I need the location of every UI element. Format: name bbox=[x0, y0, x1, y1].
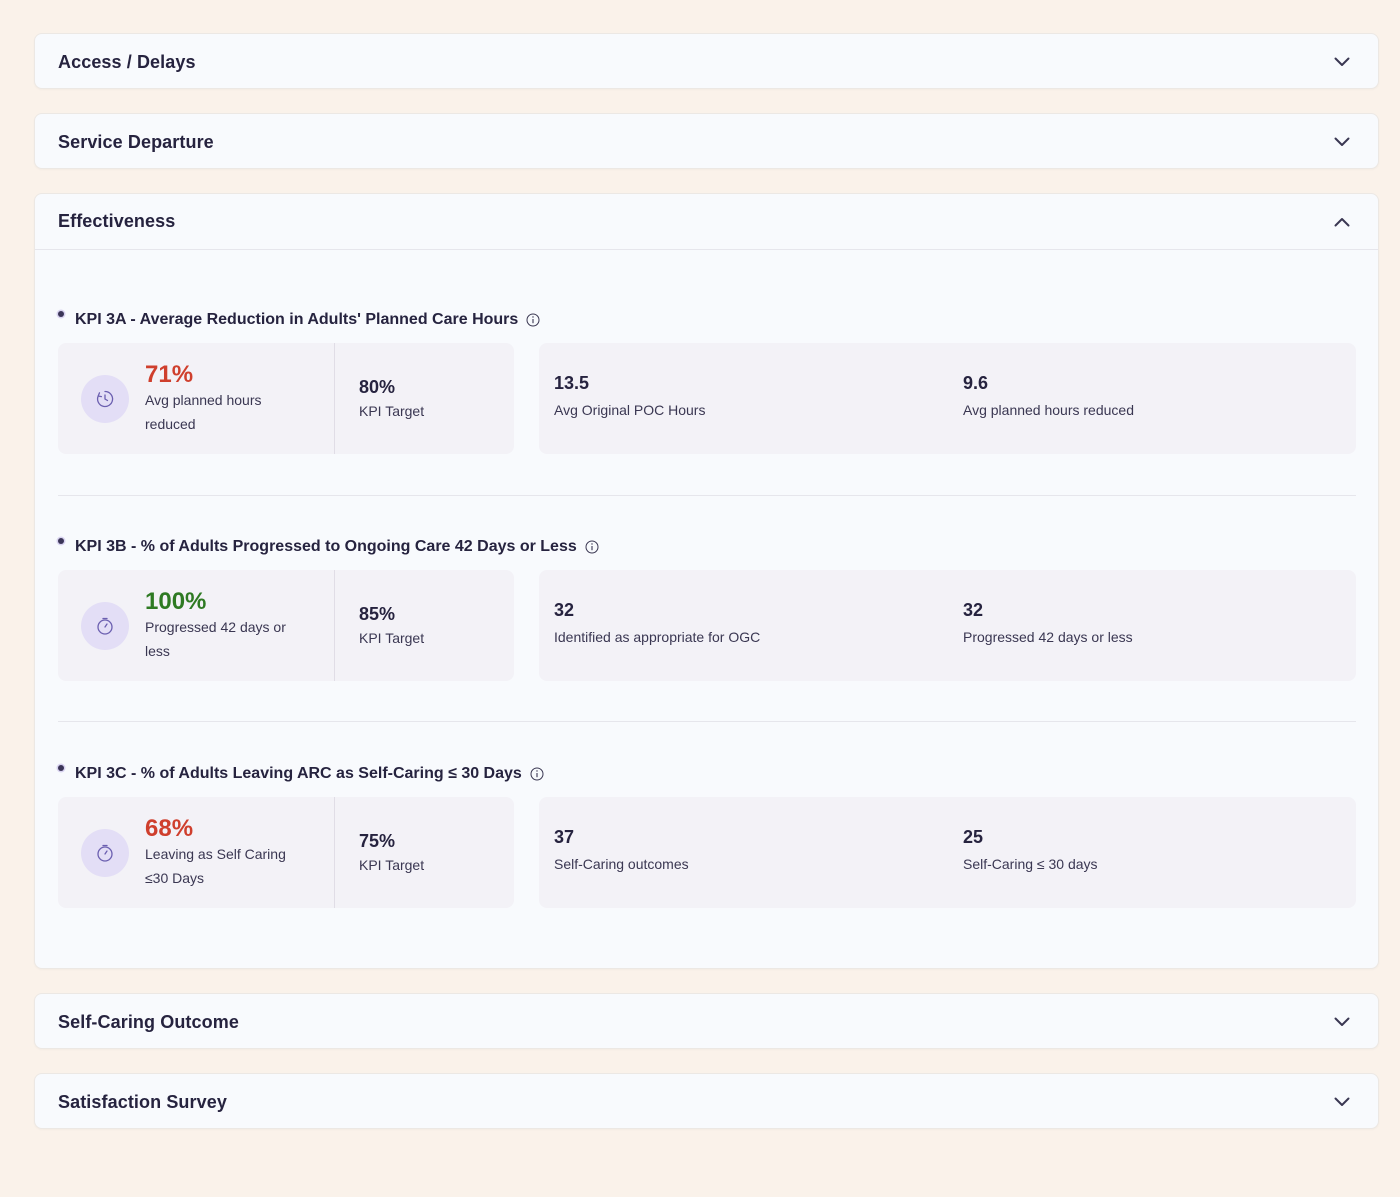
kpi-heading: KPI 3B - % of Adults Progressed to Ongoi… bbox=[58, 535, 599, 559]
section-divider bbox=[58, 721, 1356, 722]
stat-value: 37 bbox=[554, 827, 575, 847]
stat-item: 37 Self-Caring outcomes bbox=[554, 825, 689, 876]
kpi-target-value: 75% bbox=[359, 830, 396, 851]
stat-label: Avg Original POC Hours bbox=[554, 402, 706, 418]
kpi-value: 100% bbox=[145, 587, 207, 615]
bullet-dot bbox=[58, 765, 64, 771]
stat-value: 9.6 bbox=[963, 373, 989, 393]
stat-label: Identified as appropriate for OGC bbox=[554, 629, 761, 645]
kpi-value-label: Avg planned hours reduced bbox=[145, 391, 262, 432]
chevron-down-icon[interactable] bbox=[1332, 1092, 1352, 1112]
kpi-value-label: Progressed 42 days or less bbox=[145, 618, 286, 659]
kpi-stats-card: 32 Identified as appropriate for OGC 32 … bbox=[539, 570, 1356, 681]
accordion-access-delays: Access / Delays bbox=[34, 33, 1379, 89]
kpi-value: 68% bbox=[145, 814, 194, 842]
kpi-target-label: KPI Target bbox=[359, 402, 425, 419]
stopwatch-icon bbox=[97, 617, 113, 635]
kpi-target-label: KPI Target bbox=[359, 856, 425, 873]
chevron-down-icon[interactable] bbox=[1332, 1012, 1352, 1032]
stopwatch-icon bbox=[97, 844, 113, 862]
kpi-value: 71% bbox=[145, 360, 194, 388]
accordion-effectiveness: Effectiveness KPI 3A - Average Reduction… bbox=[34, 193, 1379, 969]
icon-badge bbox=[81, 828, 129, 877]
section-title: Access / Delays bbox=[58, 51, 196, 72]
kpi-heading-text: KPI 3A - Average Reduction in Adults' Pl… bbox=[75, 311, 519, 328]
stat-item: 32 Identified as appropriate for OGC bbox=[554, 598, 760, 649]
icon-badge bbox=[81, 601, 129, 650]
stat-item: 9.6 Avg planned hours reduced bbox=[963, 371, 1134, 422]
kpi-heading-text: KPI 3C - % of Adults Leaving ARC as Self… bbox=[75, 765, 522, 782]
kpi-target-label: KPI Target bbox=[359, 629, 425, 646]
kpi-result: 71% Avg planned hours reduced bbox=[58, 343, 335, 454]
accordion-self-caring-outcome: Self-Caring Outcome bbox=[34, 993, 1379, 1049]
chevron-down-icon[interactable] bbox=[1332, 132, 1352, 152]
kpi-main-card: 71% Avg planned hours reduced 80% KPI Ta… bbox=[58, 343, 514, 454]
stat-item: 13.5 Avg Original POC Hours bbox=[554, 371, 705, 422]
stat-value: 32 bbox=[554, 600, 575, 620]
clock-icon bbox=[96, 390, 114, 407]
kpi-target-value: 85% bbox=[359, 603, 396, 624]
section-title: Self-Caring Outcome bbox=[58, 1011, 239, 1032]
accordion-header-effectiveness[interactable]: Effectiveness bbox=[35, 194, 1378, 250]
stat-value: 25 bbox=[963, 827, 984, 847]
kpi-target: 75% KPI Target bbox=[335, 797, 514, 908]
kpi-value-label: Leaving as Self Caring ≤30 Days bbox=[145, 845, 286, 886]
kpi-heading: KPI 3C - % of Adults Leaving ARC as Self… bbox=[58, 762, 544, 786]
info-icon[interactable] bbox=[530, 767, 544, 781]
section-title: Satisfaction Survey bbox=[58, 1091, 227, 1112]
kpi-heading-text: KPI 3B - % of Adults Progressed to Ongoi… bbox=[75, 538, 577, 555]
accordion-header-service-departure[interactable]: Service Departure bbox=[35, 114, 1378, 170]
section-title: Service Departure bbox=[58, 131, 214, 152]
stat-value: 32 bbox=[963, 600, 984, 620]
accordion-header-satisfaction-survey[interactable]: Satisfaction Survey bbox=[35, 1074, 1378, 1130]
info-icon[interactable] bbox=[526, 313, 540, 327]
stat-label: Self-Caring ≤ 30 days bbox=[963, 856, 1098, 872]
accordion-service-departure: Service Departure bbox=[34, 113, 1379, 169]
kpi-result: 100% Progressed 42 days or less bbox=[58, 570, 335, 681]
accordion-header-self-caring-outcome[interactable]: Self-Caring Outcome bbox=[35, 994, 1378, 1050]
bullet-dot bbox=[58, 538, 64, 544]
kpi-target: 80% KPI Target bbox=[335, 343, 514, 454]
section-title: Effectiveness bbox=[58, 211, 176, 231]
icon-badge bbox=[81, 374, 129, 423]
kpi-main-card: 100% Progressed 42 days or less 85% KPI … bbox=[58, 570, 514, 681]
section-divider bbox=[58, 495, 1356, 496]
kpi-heading: KPI 3A - Average Reduction in Adults' Pl… bbox=[58, 308, 540, 332]
chevron-up-icon[interactable] bbox=[1332, 212, 1352, 232]
stat-item: 32 Progressed 42 days or less bbox=[963, 598, 1133, 649]
stat-label: Progressed 42 days or less bbox=[963, 629, 1133, 645]
stat-label: Self-Caring outcomes bbox=[554, 856, 689, 872]
kpi-stats-card: 37 Self-Caring outcomes 25 Self-Caring ≤… bbox=[539, 797, 1356, 908]
stat-value: 13.5 bbox=[554, 373, 590, 393]
stat-label: Avg planned hours reduced bbox=[963, 402, 1134, 418]
accordion-header-access-delays[interactable]: Access / Delays bbox=[35, 34, 1378, 90]
chevron-down-icon[interactable] bbox=[1332, 52, 1352, 72]
kpi-target: 85% KPI Target bbox=[335, 570, 514, 681]
kpi-main-card: 68% Leaving as Self Caring ≤30 Days 75% … bbox=[58, 797, 514, 908]
info-icon[interactable] bbox=[585, 540, 599, 554]
bullet-dot bbox=[58, 311, 64, 317]
kpi-target-value: 80% bbox=[359, 376, 396, 397]
kpi-result: 68% Leaving as Self Caring ≤30 Days bbox=[58, 797, 335, 908]
accordion-satisfaction-survey: Satisfaction Survey bbox=[34, 1073, 1379, 1129]
kpi-stats-card: 13.5 Avg Original POC Hours 9.6 Avg plan… bbox=[539, 343, 1356, 454]
stat-item: 25 Self-Caring ≤ 30 days bbox=[963, 825, 1098, 876]
